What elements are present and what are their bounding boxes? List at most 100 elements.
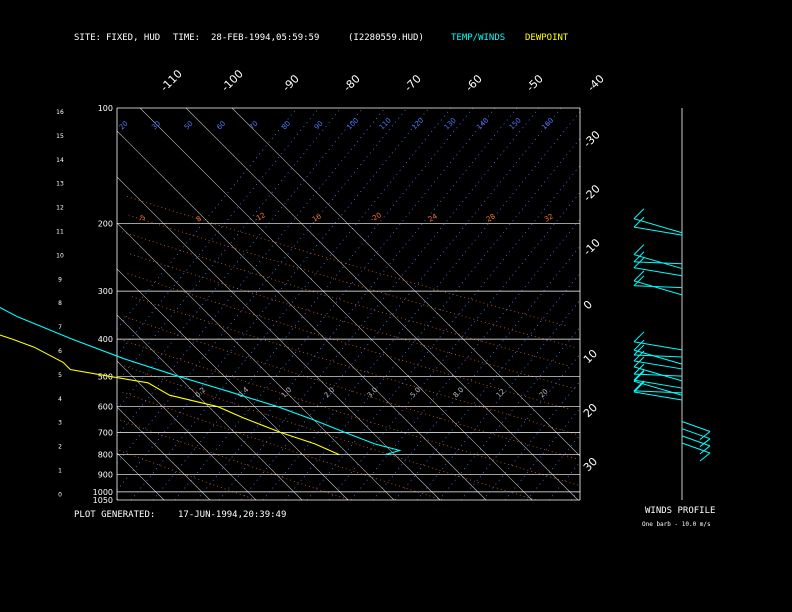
isotherm-line [116,268,349,501]
isotherm-right-label: 30 [581,455,600,474]
mixing-ratio-top-label: 50 [183,119,195,131]
pressure-tick-label: 900 [98,470,113,479]
mixing-ratio-line [116,107,386,437]
pressure-tick-label: 100 [98,104,113,113]
adiabat-label: 16 [311,212,323,224]
height-tick-label: 1 [58,468,62,475]
mixing-ratio-line [262,111,581,501]
mixing-ratio-lower-label: 8.0 [452,386,466,400]
isotherm-right-label: 20 [581,401,600,420]
mixing-ratio-top-label: 30 [150,119,162,131]
plot-generated-value: 17-JUN-1994,20:39:49 [178,510,287,520]
isotherm-right-label: 0 [581,298,595,312]
mixing-ratio-line [526,434,581,501]
wind-barb-staff [681,421,711,432]
height-tick-label: 4 [58,396,62,403]
mixing-ratio-line [438,327,581,501]
wind-barb-staff [633,254,683,270]
mixing-ratio-lower-label: 12 [495,387,507,399]
height-tick-label: 6 [58,348,62,355]
wind-barb-feather [633,216,645,228]
time-label: TIME: [173,33,201,43]
mixing-ratio-line [116,107,364,410]
isotherm-line [116,176,441,501]
mixing-ratio-top-label: 140 [475,116,490,131]
wind-barb-staff [633,226,683,236]
adiabat-label: 24 [427,212,439,224]
isotherm-top-label: -60 [463,72,485,94]
dry-adiabat-line [126,196,568,327]
time-value: 28-FEB-1994,05:59:59 [211,33,320,43]
wind-barb-staff [681,428,711,440]
height-tick-label: 16 [56,109,64,116]
mixing-ratio-line [328,192,581,501]
wind-barb-staff [633,285,683,289]
barb-note: One barb - 10.0 m/s [642,521,711,528]
height-tick-label: 15 [56,133,64,140]
isotherm-line [116,452,165,501]
height-tick-label: 5 [58,372,62,379]
wind-barb-feather [633,344,645,356]
wind-barb-staff [633,379,683,389]
pressure-tick-label: 400 [98,335,113,344]
isotherm-right-label: -10 [581,236,603,258]
dewpoint-profile-line [0,334,340,456]
height-tick-label: 10 [56,252,64,259]
wind-barb-feather [633,339,645,351]
adiabat-label: 32 [543,212,555,223]
mixing-ratio-line [482,380,581,501]
pressure-tick-label: 600 [98,403,113,412]
mixing-ratio-top-label: 160 [540,116,555,131]
height-tick-label: 7 [58,324,62,331]
height-tick-label: 13 [56,181,64,188]
mixing-ratio-line [116,107,342,383]
wind-barb-staff [633,267,683,277]
mixing-ratio-line [394,273,581,501]
wind-barb-staff [633,391,683,401]
mixing-ratio-lower-label: 20 [538,387,550,399]
isotherm-right-label: 10 [581,347,600,366]
pressure-tick-label: 1050 [93,496,113,505]
wind-barb-staff [633,218,683,234]
plot-generated-label: PLOT GENERATED: [74,510,156,520]
wind-barb-staff [633,390,683,394]
pressure-tick-label: 1000 [93,488,113,497]
wind-barb-feather [699,452,711,462]
adiabat-label: -20 [369,211,383,224]
dry-adiabat-line [119,450,257,501]
mixing-ratio-top-label: 110 [378,116,393,131]
mixing-ratio-lower-label: 3.0 [366,386,380,400]
mixing-ratio-line [372,246,581,501]
isotherm-right-label: -30 [581,128,603,150]
pressure-tick-label: 200 [98,220,113,229]
wind-barb-feather [633,331,645,343]
height-tick-label: 12 [56,205,64,212]
dry-adiabat-line [128,214,575,348]
isotherm-line [116,222,395,501]
pressure-tick-label: 300 [98,287,113,296]
dry-adiabat-line [124,316,577,460]
legend-dewpoint: DEWPOINT [525,33,569,43]
wind-barb-feather [633,270,645,282]
mixing-ratio-line [306,165,581,501]
height-tick-label: 3 [58,420,62,427]
winds-profile-label: WINDS PROFILE [645,506,716,516]
mixing-ratio-lower-label: 0.2 [194,386,208,400]
mixing-ratio-line [416,300,581,501]
dry-adiabat-line [127,273,571,410]
isotherm-line [116,314,303,501]
wind-barb-feather [699,438,711,448]
site-label: SITE: [74,33,102,43]
wind-barb-staff [633,360,683,370]
height-tick-label: 2 [58,444,62,451]
temperature-profile-line [0,306,402,456]
wind-barb-staff [633,261,683,265]
wind-barb-feather [633,257,645,269]
isotherm-line [231,107,581,457]
mixing-ratio-top-label: 100 [345,116,360,131]
wind-barb-feather [633,244,645,255]
adiabat-label: -12 [253,211,267,224]
isotherm-line [116,406,211,501]
height-tick-label: 0 [58,491,62,498]
